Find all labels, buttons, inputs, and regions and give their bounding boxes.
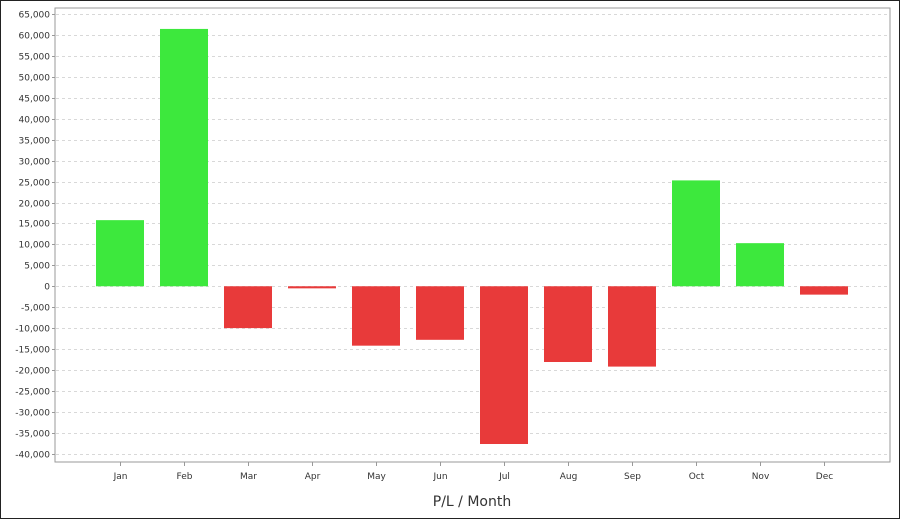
y-tick-label: 10,000 [19,241,51,251]
y-tick-label: 45,000 [19,95,51,105]
x-tick-label: Feb [177,472,193,482]
y-tick-label: -20,000 [15,367,50,377]
y-tick-label: -25,000 [15,388,50,398]
y-tick-label: 25,000 [19,179,51,189]
x-tick-label: Nov [752,472,770,482]
y-tick-label: 30,000 [19,158,51,168]
x-tick-label: Oct [689,472,705,482]
y-tick-label: 60,000 [19,32,51,42]
y-tick-label: -35,000 [15,430,50,440]
y-tick-label: 50,000 [19,74,51,84]
bars [96,28,848,445]
bar-feb [160,28,208,287]
y-tick-label: 35,000 [19,137,51,147]
x-tick-label: Mar [240,472,257,482]
bar-dec [800,286,848,295]
x-tick-label: Aug [560,472,578,482]
bar-jun [416,286,464,340]
y-tick-label: 5,000 [24,262,50,272]
bar-mar [224,286,272,329]
x-tick-label: May [367,472,386,482]
y-tick-label: -40,000 [15,451,50,461]
y-tick-label: 65,000 [19,11,51,21]
y-tick-label: 55,000 [19,53,51,63]
x-tick-label: Sep [624,472,641,482]
y-tick-label: -10,000 [15,325,50,335]
y-tick-label: -15,000 [15,346,50,356]
bar-oct [672,180,720,287]
bar-sep [608,286,656,367]
y-tick-label: -5,000 [21,304,50,314]
bar-aug [544,286,592,362]
y-axis-ticks: -40,000 -35,000 -30,000 -25,000 -20,000 -15,0… [15,11,55,461]
bar-jul [480,286,528,445]
y-tick-label: 15,000 [19,220,51,230]
y-tick-label: -30,000 [15,409,50,419]
bar-may [352,286,400,346]
x-tick-label: Dec [816,472,833,482]
x-tick-label: Jan [113,472,128,482]
x-tick-label: Apr [305,472,321,482]
y-tick-label: 40,000 [19,116,51,126]
bar-jan [96,220,144,287]
bar-nov [736,243,784,287]
x-axis-title: P/L / Month [433,494,511,510]
x-axis-ticks: Jan Feb Mar Apr May Jun Jul Aug Sep Oct Nov Dec [113,462,833,482]
x-tick-label: Jul [498,472,510,482]
y-tick-label: 0 [44,283,50,293]
y-tick-label: 20,000 [19,200,51,210]
bar-apr [288,286,336,289]
x-tick-label: Jun [432,472,447,482]
